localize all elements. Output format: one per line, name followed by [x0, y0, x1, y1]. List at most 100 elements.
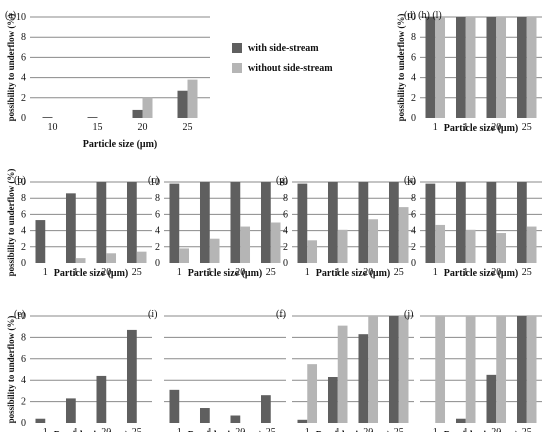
x-tick-label: 1: [305, 267, 310, 278]
bar-c-without-3: [270, 222, 281, 263]
x-tick-label: 20: [101, 267, 111, 278]
y-tick-label: 8: [155, 193, 160, 204]
bar-dhl-with-3: [516, 17, 527, 118]
y-tick-label: 8: [21, 193, 26, 204]
bar-a-without-2: [142, 97, 153, 118]
bar-a-with-1: [87, 116, 98, 118]
bar-j-with-2: [486, 374, 497, 423]
panel-label: (k): [404, 175, 416, 186]
x-tick-label: 1: [305, 427, 310, 432]
x-tick-label: 25: [132, 427, 142, 432]
x-tick-label: 20: [363, 267, 373, 278]
legend-label-with: with side-stream: [248, 42, 319, 54]
bar-f-with-0: [297, 419, 308, 423]
bar-b-without-1: [75, 258, 86, 263]
bar-g-with-3: [388, 182, 399, 263]
y-tick-label: 8: [411, 193, 416, 204]
y-tick-label: 4: [283, 226, 288, 237]
bar-k-with-2: [486, 182, 497, 263]
panel-label: (g): [276, 175, 288, 186]
bar-f-with-3: [388, 316, 399, 423]
x-tick-label: 20: [235, 267, 245, 278]
y-tick-label: 0: [411, 258, 416, 269]
bar-k-without-2: [496, 233, 507, 263]
x-tick-label: 25: [183, 122, 193, 133]
bar-e-with-2: [96, 375, 107, 423]
bar-c-with-0: [169, 183, 180, 263]
y-tick-label: 10: [150, 177, 160, 188]
bar-f-without-3: [398, 316, 409, 423]
bar-g-with-0: [297, 183, 308, 263]
bar-j-without-3: [526, 316, 537, 423]
bar-f-with-1: [327, 376, 338, 423]
y-tick-label: 2: [411, 242, 416, 253]
x-axis-label: Particle size (μm): [188, 268, 263, 279]
bar-k-with-3: [516, 182, 527, 263]
y-tick-label: 4: [411, 226, 416, 237]
bar-b-with-1: [65, 193, 76, 263]
y-tick-label: 8: [21, 32, 26, 43]
x-tick-label: 25: [394, 267, 404, 278]
bar-e-with-0: [35, 418, 46, 423]
legend-swatch-without: [232, 63, 242, 73]
x-tick-label: 1: [433, 427, 438, 432]
x-tick-label: 1: [207, 267, 212, 278]
x-tick-label: 25: [266, 267, 276, 278]
x-tick-label: 20: [235, 427, 245, 432]
bar-c-with-2: [230, 182, 241, 263]
y-tick-label: 0: [283, 258, 288, 269]
x-axis-label: Particle size (μm): [188, 430, 263, 432]
legend-item-without: without side-stream: [232, 58, 333, 78]
y-tick-label: 6: [411, 52, 416, 63]
bar-dhl-without-2: [496, 17, 507, 118]
y-tick-label: 8: [411, 32, 416, 43]
panel-label: (j): [404, 309, 413, 320]
bar-g-with-2: [358, 182, 369, 263]
bar-j-with-1: [455, 418, 466, 423]
y-tick-label: 2: [283, 242, 288, 253]
y-tick-label: 10: [278, 177, 288, 188]
x-tick-label: 1: [463, 427, 468, 432]
x-axis-label: Particle size (μm): [83, 139, 158, 150]
x-tick-label: 1: [73, 427, 78, 432]
bar-k-without-0: [435, 224, 446, 263]
y-tick-label: 6: [21, 209, 26, 220]
x-tick-label: 1: [177, 427, 182, 432]
bar-i-with-1: [199, 408, 210, 423]
y-tick-label: 0: [21, 113, 26, 124]
bar-j-without-0: [435, 316, 446, 423]
bar-g-with-1: [327, 182, 338, 263]
y-tick-label: 8: [21, 332, 26, 343]
bar-g-without-2: [368, 219, 379, 263]
x-tick-label: 10: [48, 122, 58, 133]
y-tick-label: 2: [21, 93, 26, 104]
panel-label: (d) (h) (l): [404, 10, 442, 21]
x-tick-label: 1: [433, 267, 438, 278]
bar-g-without-3: [398, 207, 409, 263]
y-tick-label: 2: [21, 242, 26, 253]
bar-c-without-1: [209, 238, 220, 263]
y-tick-label: 2: [21, 397, 26, 408]
y-tick-label: 2: [155, 242, 160, 253]
y-tick-label: 4: [155, 226, 160, 237]
bar-c-without-2: [240, 226, 251, 263]
x-axis-label: Particle size (μm): [54, 430, 129, 432]
x-tick-label: 1: [335, 427, 340, 432]
bar-f-without-2: [368, 316, 379, 423]
bar-dhl-without-0: [435, 17, 446, 118]
bar-dhl-with-1: [455, 17, 466, 118]
panel-label: (e): [14, 309, 25, 320]
x-tick-label: 1: [43, 427, 48, 432]
bar-e-with-3: [126, 329, 137, 423]
bar-j-with-3: [516, 316, 527, 423]
bar-dhl-with-2: [486, 17, 497, 118]
x-tick-label: 1: [335, 267, 340, 278]
x-tick-label: 1: [463, 122, 468, 133]
y-tick-label: 10: [406, 12, 416, 23]
y-axis-label: possibility to underflow (%): [6, 316, 16, 424]
panel-label: (i): [148, 309, 157, 320]
y-tick-label: 2: [411, 93, 416, 104]
bar-g-without-1: [337, 229, 348, 263]
x-tick-label: 20: [491, 427, 501, 432]
